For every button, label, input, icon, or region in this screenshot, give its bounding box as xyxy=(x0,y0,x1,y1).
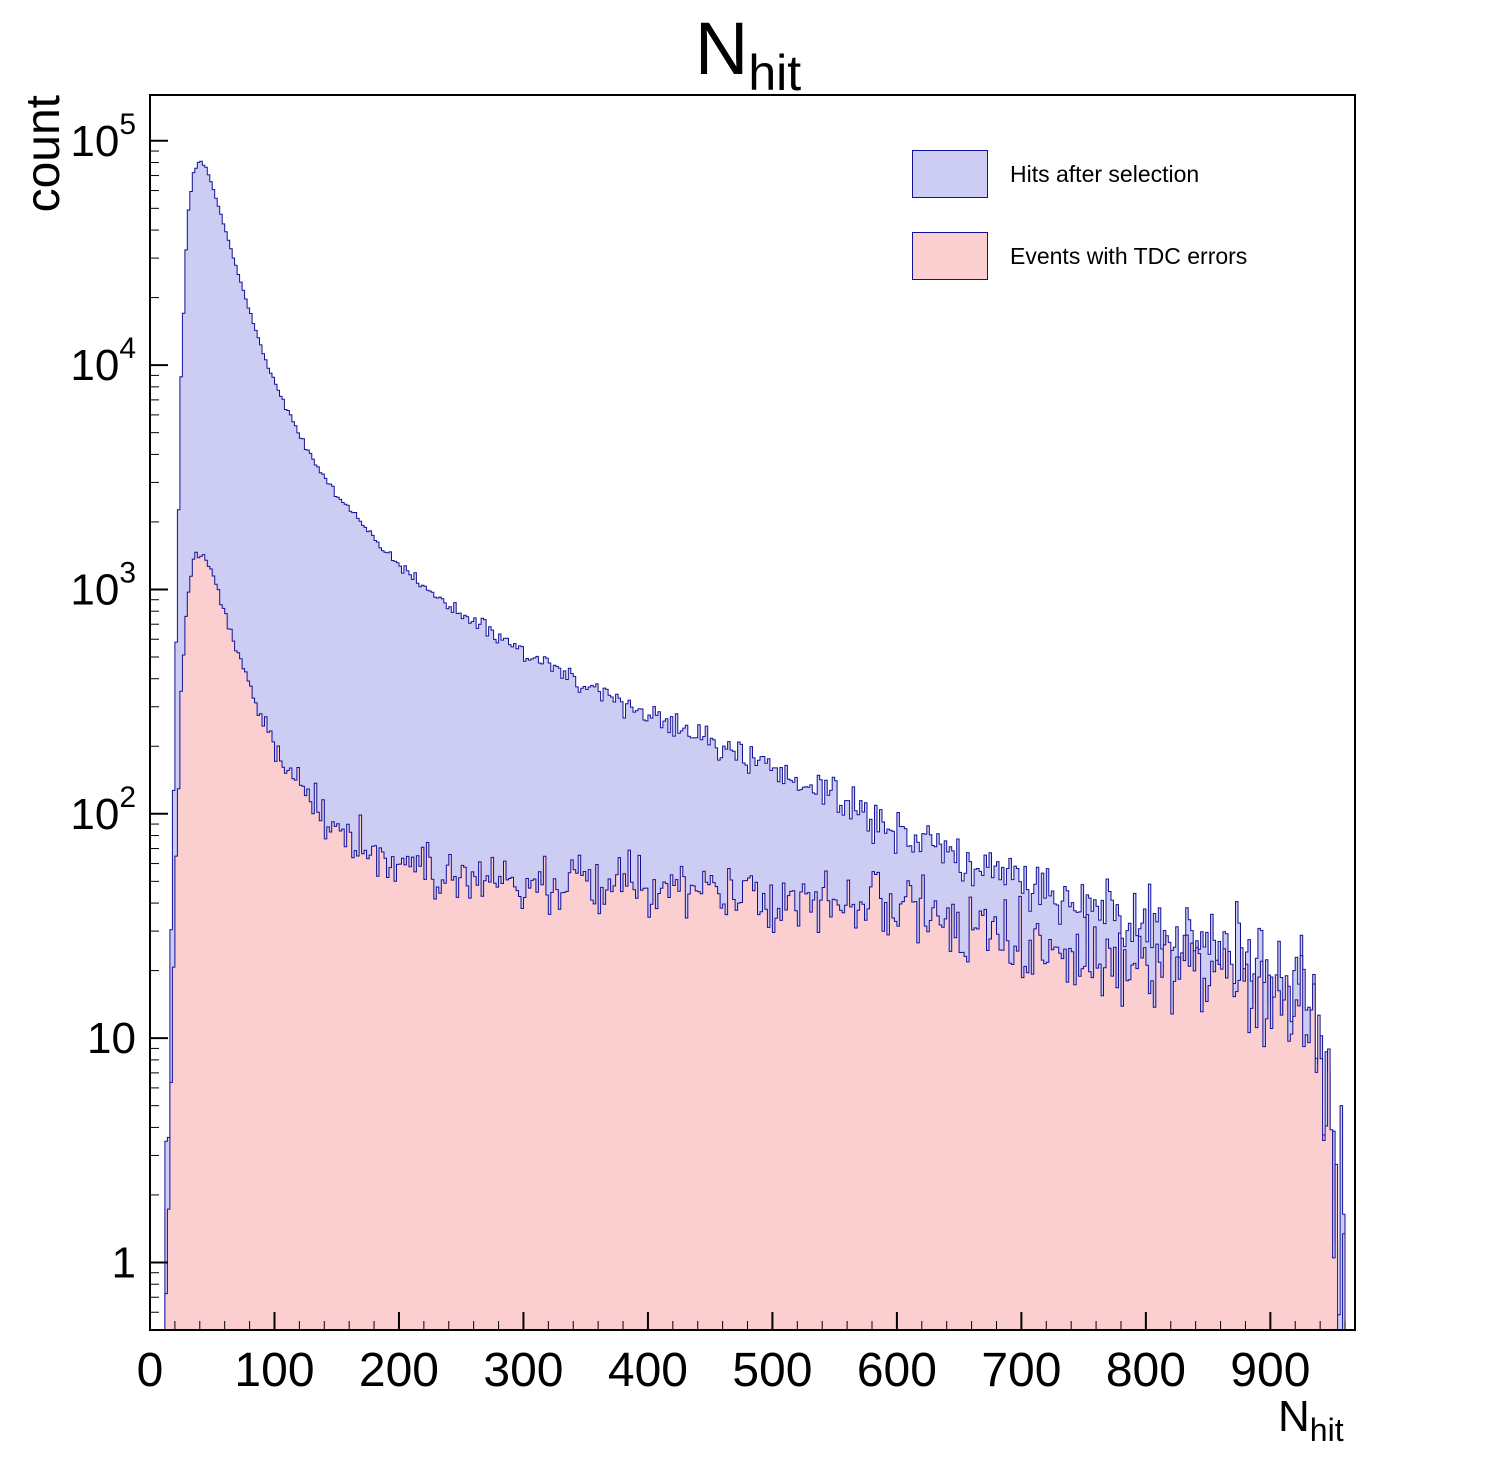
legend-label: Events with TDC errors xyxy=(1010,242,1248,269)
plot-frame xyxy=(149,94,1356,1331)
svg-text:400: 400 xyxy=(608,1344,688,1397)
svg-text:200: 200 xyxy=(359,1344,439,1397)
svg-text:900: 900 xyxy=(1230,1344,1310,1397)
y-axis-ticks xyxy=(150,139,168,1313)
legend-label: Hits after selection xyxy=(1010,160,1200,187)
legend-entry-hits-after-selection: Hits after selection xyxy=(912,150,1247,198)
svg-text:10: 10 xyxy=(87,1014,136,1063)
legend-swatch-blue xyxy=(912,150,988,198)
legend-swatch-pink xyxy=(912,232,988,280)
svg-text:0: 0 xyxy=(137,1344,164,1397)
svg-text:1: 1 xyxy=(112,1238,136,1287)
svg-text:700: 700 xyxy=(981,1344,1061,1397)
svg-text:300: 300 xyxy=(483,1344,563,1397)
x-axis-ticks xyxy=(149,1312,1346,1330)
x-axis-tick-labels: 0 100 200 300 400 500 600 700 800 900 xyxy=(137,1344,1311,1397)
svg-text:500: 500 xyxy=(732,1344,812,1397)
chart-title: Nhit xyxy=(0,6,1496,102)
x-axis-title-main: N xyxy=(1278,1392,1310,1441)
svg-text:105: 105 xyxy=(70,108,136,166)
y-axis-tick-labels: 1 10 102 103 104 105 xyxy=(70,108,136,1288)
chart-title-sub: hit xyxy=(748,44,802,101)
legend: Hits after selection Events with TDC err… xyxy=(912,150,1247,280)
svg-text:800: 800 xyxy=(1106,1344,1186,1397)
svg-text:104: 104 xyxy=(70,332,136,390)
svg-text:600: 600 xyxy=(857,1344,937,1397)
x-axis-title-sub: hit xyxy=(1309,1411,1344,1448)
legend-entry-tdc-errors: Events with TDC errors xyxy=(912,232,1247,280)
chart-title-main: N xyxy=(694,7,749,90)
series-events-with-tdc-errors xyxy=(162,551,1350,1331)
svg-text:103: 103 xyxy=(70,556,136,614)
y-axis-title: count xyxy=(17,95,70,213)
svg-text:100: 100 xyxy=(234,1344,314,1397)
svg-text:102: 102 xyxy=(70,781,136,839)
x-axis-title: Nhit xyxy=(1278,1392,1344,1449)
